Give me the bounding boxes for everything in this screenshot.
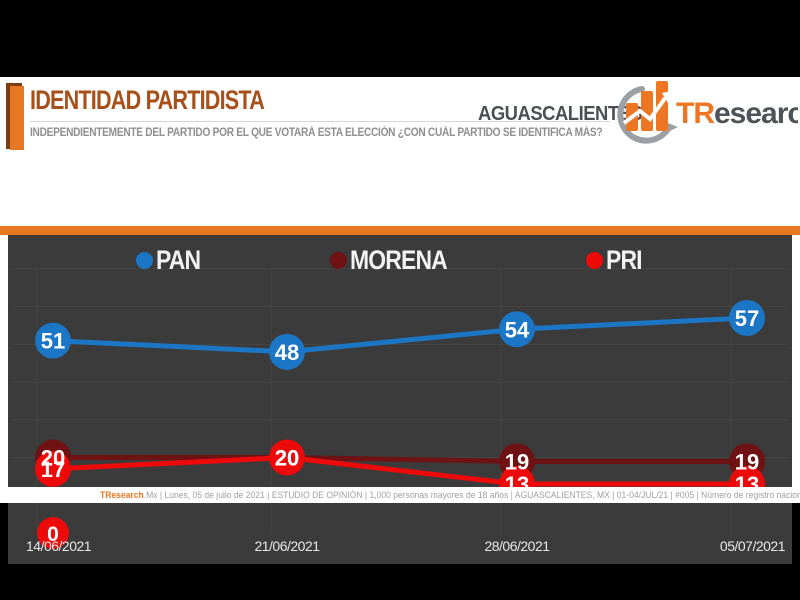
legend-item-morena: MORENA bbox=[330, 245, 464, 276]
legend-item-pan: PAN bbox=[136, 245, 208, 276]
footer-strip: TResearch.Mx | Lunes, 05 de julio de 202… bbox=[0, 487, 800, 503]
x-axis-label: 05/07/2021 bbox=[720, 538, 786, 554]
legend-label: PRI bbox=[606, 245, 643, 275]
x-axis-label: 21/06/2021 bbox=[254, 538, 320, 554]
data-label-morena: 19 bbox=[735, 449, 759, 474]
footer-brand: TResearch bbox=[100, 490, 144, 500]
region-label: AGUASCALIENTES bbox=[478, 103, 643, 125]
chart-panel: 51 48 54 57 20 20 19 19 17 20 13 13 0 14/06/2021 21/06… bbox=[8, 235, 792, 564]
data-label-pri: 17 bbox=[41, 457, 65, 482]
data-label-pan: 48 bbox=[275, 340, 299, 365]
svg-text:TResearch: TResearch bbox=[676, 97, 798, 130]
data-point-pan bbox=[35, 322, 71, 359]
series-line-pri bbox=[52, 455, 747, 487]
data-label-pri: 20 bbox=[275, 446, 299, 471]
series-line-pan bbox=[52, 315, 748, 355]
footer-detail: .Mx | Lunes, 05 de julio de 2021 | ESTUD… bbox=[143, 490, 800, 500]
data-label-pan: 57 bbox=[735, 306, 759, 331]
data-label-morena: 19 bbox=[505, 449, 529, 474]
accent-bar bbox=[10, 86, 24, 150]
data-label-morena: 20 bbox=[41, 446, 65, 471]
header-rule-bar bbox=[0, 226, 800, 235]
tresearch-logo: TResearch bbox=[608, 77, 800, 151]
data-point-pan bbox=[499, 311, 535, 348]
brand-prefix: TR bbox=[676, 97, 715, 130]
legend-label: PAN bbox=[156, 245, 201, 275]
data-point-pan bbox=[269, 333, 305, 370]
survey-question: INDEPENDIENTEMENTE DEL PARTIDO POR EL QU… bbox=[30, 127, 603, 139]
logo-swoosh-icon bbox=[617, 86, 678, 144]
data-label-pan: 54 bbox=[505, 317, 530, 342]
title-divider bbox=[30, 121, 610, 122]
data-point-extra bbox=[37, 517, 69, 549]
data-point-pan bbox=[729, 299, 765, 336]
page-title: IDENTIDAD PARTIDISTA bbox=[30, 85, 265, 115]
logo-bars-icon bbox=[622, 81, 672, 131]
data-label-morena: 20 bbox=[275, 446, 299, 471]
legend-dot-icon bbox=[136, 252, 153, 269]
data-label-pan: 51 bbox=[41, 329, 65, 354]
series-line-morena bbox=[53, 455, 747, 464]
legend-label: MORENA bbox=[350, 245, 448, 275]
data-point-pri bbox=[269, 439, 305, 476]
legend-item-pri: PRI bbox=[586, 245, 648, 276]
content-sheet: IDENTIDAD PARTIDISTA INDEPENDIENTEMENTE … bbox=[0, 77, 800, 564]
brand-suffix: esearch bbox=[714, 97, 798, 130]
x-axis-label: 28/06/2021 bbox=[484, 538, 550, 554]
data-label-extra: 0 bbox=[47, 523, 59, 546]
legend-dot-icon bbox=[330, 252, 347, 269]
x-axis-label: 14/06/2021 bbox=[26, 538, 92, 554]
chart-legend: PAN MORENA PRI bbox=[8, 245, 792, 277]
legend-dot-icon bbox=[586, 252, 603, 269]
footer-methodology: TResearch.Mx | Lunes, 05 de julio de 202… bbox=[100, 490, 800, 500]
data-point-pri bbox=[35, 450, 71, 487]
